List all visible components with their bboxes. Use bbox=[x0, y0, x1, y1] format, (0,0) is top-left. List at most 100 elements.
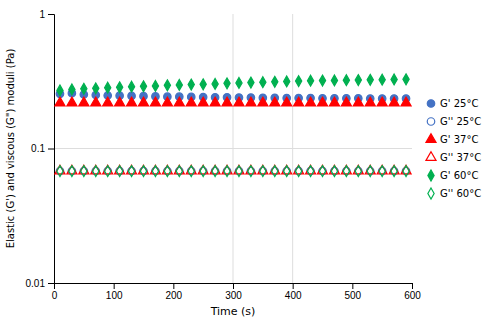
x-axis: 0100200300400500600 bbox=[52, 283, 422, 301]
x-axis-tick-label: 200 bbox=[165, 290, 182, 301]
legend-label: G'' 37°C bbox=[440, 152, 481, 163]
y-axis-tick-label: 0.01 bbox=[26, 278, 46, 289]
x-axis-tick-label: 400 bbox=[285, 290, 302, 301]
point bbox=[296, 166, 302, 177]
point bbox=[105, 166, 111, 177]
legend: G' 25°CG'' 25°CG' 37°CG'' 37°CG' 60°CG''… bbox=[426, 98, 481, 199]
y-axis-tick-mark bbox=[48, 283, 54, 284]
point bbox=[391, 74, 397, 85]
point bbox=[176, 166, 182, 177]
point bbox=[69, 84, 75, 95]
point bbox=[260, 77, 266, 88]
y-axis-domain bbox=[48, 15, 55, 284]
x-axis-tick-mark bbox=[233, 283, 234, 289]
point bbox=[365, 97, 375, 106]
plot: 01002003004005006000.010.11Time (s)Elast… bbox=[5, 9, 481, 318]
point bbox=[69, 166, 75, 177]
point bbox=[296, 76, 302, 87]
x-axis-tick-label: 100 bbox=[106, 290, 123, 301]
points bbox=[55, 74, 411, 177]
point bbox=[341, 97, 351, 106]
point bbox=[355, 75, 361, 86]
legend-symbol bbox=[426, 134, 436, 143]
x-axis-domain bbox=[55, 284, 413, 290]
point bbox=[403, 166, 409, 177]
point bbox=[224, 166, 230, 177]
point bbox=[127, 97, 137, 106]
point bbox=[272, 166, 278, 177]
point bbox=[319, 75, 325, 86]
point bbox=[103, 97, 113, 106]
x-axis-title: Time (s) bbox=[210, 305, 256, 318]
legend-label: G'' 25°C bbox=[440, 116, 481, 127]
point bbox=[331, 166, 337, 177]
point bbox=[236, 78, 242, 89]
point bbox=[379, 166, 385, 177]
point bbox=[391, 166, 397, 177]
y-axis-tick: 0.1 bbox=[31, 143, 54, 154]
point bbox=[140, 81, 146, 92]
y-axis-tick-label: 0.1 bbox=[31, 143, 45, 154]
point bbox=[164, 166, 170, 177]
point bbox=[272, 76, 278, 87]
x-axis-tick: 100 bbox=[106, 283, 123, 301]
legend-item: G'' 37°C bbox=[426, 152, 481, 163]
legend-label: G' 25°C bbox=[440, 98, 478, 109]
point bbox=[128, 166, 134, 177]
point bbox=[55, 97, 65, 106]
point bbox=[117, 82, 123, 93]
point bbox=[258, 97, 268, 106]
point bbox=[248, 166, 254, 177]
point bbox=[200, 166, 206, 177]
point bbox=[57, 166, 63, 177]
legend-symbol bbox=[428, 188, 434, 199]
legend-symbol bbox=[427, 100, 434, 107]
grid-line-y bbox=[54, 148, 412, 149]
y-axis-tick-mark bbox=[48, 14, 54, 15]
y-axis-tick-mark bbox=[48, 149, 54, 150]
point bbox=[174, 97, 184, 106]
point bbox=[329, 97, 339, 106]
legend-item: G'' 60°C bbox=[428, 188, 481, 199]
point bbox=[188, 166, 194, 177]
x-axis-tick: 600 bbox=[404, 283, 421, 301]
point bbox=[234, 97, 244, 106]
point bbox=[294, 97, 304, 106]
point bbox=[284, 166, 290, 177]
point bbox=[81, 83, 87, 94]
point bbox=[150, 97, 160, 106]
y-axis: 0.01 0.1 1 bbox=[26, 9, 55, 289]
x-axis-tick-label: 500 bbox=[344, 290, 361, 301]
x-axis-tick-mark bbox=[352, 283, 353, 289]
point bbox=[79, 97, 89, 106]
point bbox=[93, 83, 99, 94]
x-axis-tick: 500 bbox=[344, 283, 361, 301]
point bbox=[331, 75, 337, 86]
legend-symbol bbox=[426, 152, 436, 161]
point bbox=[93, 166, 99, 177]
point bbox=[319, 166, 325, 177]
point bbox=[343, 166, 349, 177]
point bbox=[105, 82, 111, 93]
point bbox=[270, 97, 280, 106]
point bbox=[67, 97, 77, 106]
x-axis-tick-label: 600 bbox=[404, 290, 421, 301]
point bbox=[200, 79, 206, 90]
x-axis-tick-mark bbox=[293, 283, 294, 289]
point bbox=[403, 74, 409, 85]
point bbox=[140, 166, 146, 177]
x-axis-tick-mark bbox=[114, 283, 115, 289]
grid bbox=[54, 14, 412, 283]
legend-item: G'' 25°C bbox=[427, 116, 481, 127]
point bbox=[282, 97, 292, 106]
point bbox=[389, 97, 399, 106]
point bbox=[307, 166, 313, 177]
y-axis-tick: 1 bbox=[39, 9, 54, 20]
point bbox=[379, 74, 385, 85]
point bbox=[401, 97, 411, 106]
point bbox=[91, 97, 101, 106]
legend-label: G' 37°C bbox=[440, 134, 478, 145]
point bbox=[367, 166, 373, 177]
point bbox=[212, 79, 218, 90]
y-axis-title: Elastic (G') and viscous (G") moduli (Pa… bbox=[5, 49, 16, 249]
